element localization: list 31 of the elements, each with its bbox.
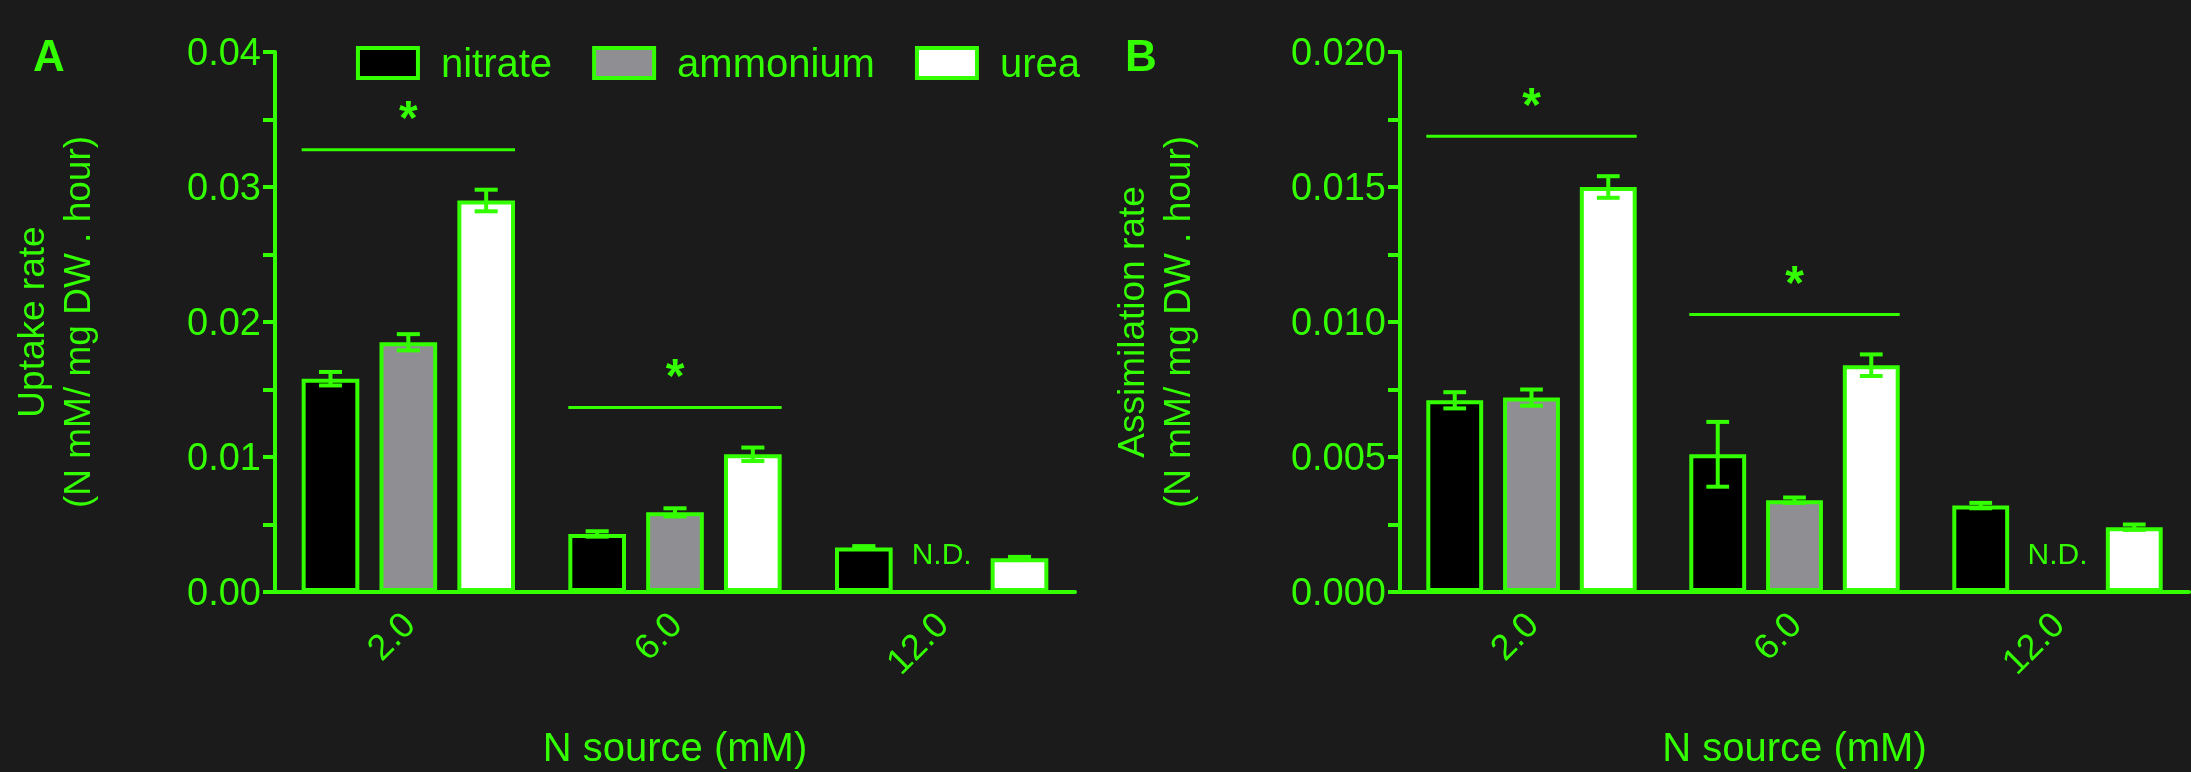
legend-label: ammonium: [677, 41, 875, 85]
annotation: N.D.: [911, 536, 972, 570]
y-axis-title: Uptake rate (N mM/ mg DW . hour): [10, 135, 98, 509]
y-tick-label: 0.02: [187, 301, 261, 343]
x-axis-title: N source (mM): [542, 725, 808, 769]
annotation: *: [1522, 77, 1542, 131]
x-axis-title: N source (mM): [1662, 725, 1927, 769]
y-tick-label: 0.010: [1290, 301, 1386, 343]
y-tick-label: 0.005: [1290, 436, 1386, 478]
y-axis-title: Assimilation rate (N mM/ mg DW . hour): [1110, 135, 1198, 509]
y-tick-label: 0.020: [1290, 31, 1386, 73]
annotation: *: [398, 91, 418, 145]
x-tick-label: 12.0: [877, 603, 957, 683]
annotation: N.D.: [2027, 536, 2088, 570]
annotation: *: [1785, 255, 1805, 309]
x-tick-label: 12.0: [1993, 603, 2072, 683]
legend-label: nitrate: [440, 41, 553, 85]
y-tick-label: 0.00: [187, 571, 261, 613]
y-tick-label: 0.000: [1290, 571, 1386, 613]
y-tick-label: 0.03: [187, 166, 261, 208]
annotation: *: [665, 349, 685, 403]
y-tick-label: 0.015: [1290, 166, 1386, 208]
legend-label: urea: [999, 41, 1081, 85]
x-tick-label: 2.0: [1481, 603, 1546, 668]
x-tick-label: 2.0: [358, 603, 423, 668]
y-tick-label: 0.04: [187, 31, 261, 73]
chart-title: A: [33, 30, 65, 80]
chart-title: B: [1125, 30, 1157, 80]
x-tick-label: 6.0: [625, 603, 690, 668]
x-tick-label: 6.0: [1744, 603, 1809, 668]
y-tick-label: 0.01: [187, 436, 261, 478]
